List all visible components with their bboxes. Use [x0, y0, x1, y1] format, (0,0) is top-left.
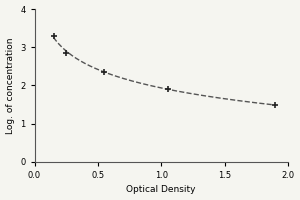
Y-axis label: Log. of concentration: Log. of concentration [6, 37, 15, 134]
X-axis label: Optical Density: Optical Density [126, 185, 196, 194]
